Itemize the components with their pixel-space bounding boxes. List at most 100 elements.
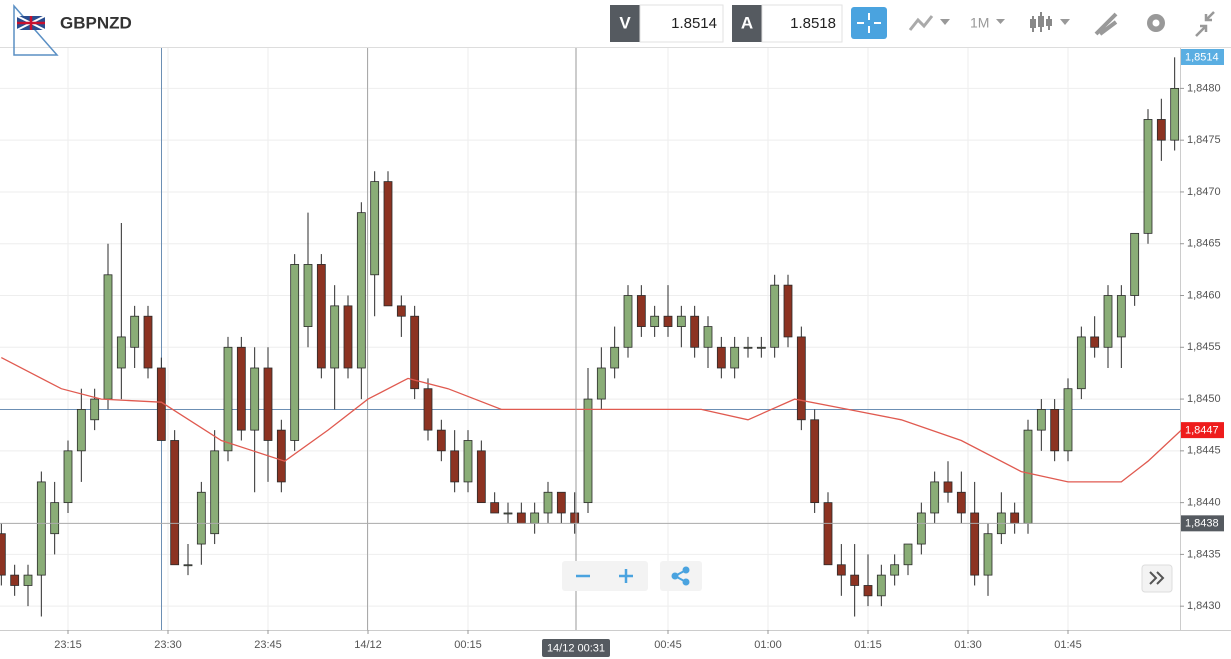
candle-body [356, 212, 366, 369]
candle-body [50, 502, 60, 535]
candle-body [943, 481, 953, 493]
candle-body [103, 274, 113, 400]
bid-price: 1.8514 [671, 15, 717, 32]
dropdown-arrow [940, 19, 950, 25]
y-tick-label: 1,8455 [1187, 341, 1221, 353]
collapse-icon[interactable] [1195, 11, 1215, 37]
candle-body [63, 450, 73, 504]
price-tag [1181, 515, 1224, 532]
candle-body [796, 336, 806, 421]
crosshair-label: 14/12 00:31 [547, 642, 605, 654]
grid: 1,8430 1,8435 1,8440 1,8445 1,8450 1,8455 1,84… [0, 48, 1221, 651]
scroll-end-button[interactable] [1141, 564, 1173, 593]
candle-body [1156, 119, 1166, 141]
zoom-in[interactable] [619, 569, 633, 583]
candle-body [476, 450, 486, 504]
dropdown-arrow [996, 19, 1005, 24]
candle-body [116, 336, 126, 369]
share-button[interactable] [660, 561, 702, 591]
price-tag [1181, 422, 1224, 439]
flag-cross-red [17, 16, 45, 30]
bid-label: V [619, 13, 631, 32]
y-tick-label: 1,8475 [1187, 134, 1221, 146]
candle-body [170, 440, 180, 566]
candle-body [490, 502, 500, 514]
candle-body [756, 346, 766, 349]
x-tick-label: 23:15 [54, 639, 82, 651]
crosshair-tag [542, 639, 610, 657]
candle-body [556, 491, 566, 514]
candle-body [730, 346, 740, 369]
candle-body [410, 315, 420, 390]
candle-body [0, 533, 6, 576]
candle-body [196, 491, 206, 545]
x-tick-label: 01:15 [854, 639, 882, 651]
settings-icon [1152, 19, 1160, 27]
candle-body [370, 181, 380, 276]
candle-body [1010, 512, 1020, 524]
candle-body [890, 564, 900, 576]
candle-body [823, 502, 833, 566]
zoom-buttons [562, 561, 648, 591]
candles-icon [1046, 19, 1052, 26]
ask-price: 1.8518 [790, 15, 836, 32]
candle-body [236, 346, 246, 431]
candle-body [596, 367, 606, 400]
x-tick-label: 00:45 [654, 639, 682, 651]
corner-triangle [13, 4, 59, 56]
candle-body [1023, 429, 1033, 524]
candle-body [450, 450, 460, 483]
x-tick-label: 01:00 [754, 639, 782, 651]
dropdown-arrow [1060, 19, 1070, 25]
draw-icon[interactable] [1094, 12, 1118, 36]
symbol: GBPNZD [60, 13, 132, 32]
candle-body [183, 564, 193, 567]
candle-body [850, 574, 860, 586]
share-icon [682, 566, 690, 574]
candle-body [716, 346, 726, 369]
overlay-labels: 1,8514 1,8447 1,8438 14/12 00:31 [0, 49, 1224, 657]
candles-icon [1038, 16, 1044, 27]
marks [0, 48, 1182, 630]
candle-body [1116, 295, 1126, 338]
x-tick-label: 23:30 [154, 639, 182, 651]
bid-box [639, 4, 724, 43]
price-tag [1181, 49, 1224, 65]
y-tick-label: 1,8440 [1187, 497, 1221, 509]
candle-body [423, 388, 433, 431]
y-tick-label: 1,8470 [1187, 186, 1221, 198]
candle-body [23, 574, 33, 586]
candle-body [343, 305, 353, 369]
candle-body [956, 491, 966, 514]
candle-body [836, 564, 846, 576]
candle-body [1143, 119, 1153, 234]
x-tick-label: 00:15 [454, 639, 482, 651]
candle-body [223, 346, 233, 452]
y-tick-label: 1,8430 [1187, 600, 1221, 612]
chart-type-icon[interactable] [908, 15, 934, 31]
crosshair-button[interactable] [851, 7, 887, 39]
bid-button[interactable] [610, 5, 640, 42]
timeframe[interactable]: 1M [970, 15, 989, 31]
candle-body [383, 181, 393, 307]
x-tick-label: 01:45 [1054, 639, 1082, 651]
share-icon [671, 572, 679, 580]
candle-body [1076, 336, 1086, 390]
candle-body [970, 512, 980, 576]
candle-body [690, 315, 700, 348]
candle-body [770, 284, 780, 348]
candle-body [290, 264, 300, 441]
candle-body [1103, 295, 1113, 348]
candle-body [316, 264, 326, 369]
candle-body [623, 295, 633, 348]
candle-body [530, 512, 540, 524]
ask-button[interactable] [732, 5, 762, 42]
candle-body [676, 315, 686, 327]
candle-body [90, 398, 100, 421]
candle-body [863, 585, 873, 597]
y-tick-label: 1,8480 [1187, 82, 1221, 94]
ask-label: A [741, 13, 753, 32]
candle-body [436, 429, 446, 452]
